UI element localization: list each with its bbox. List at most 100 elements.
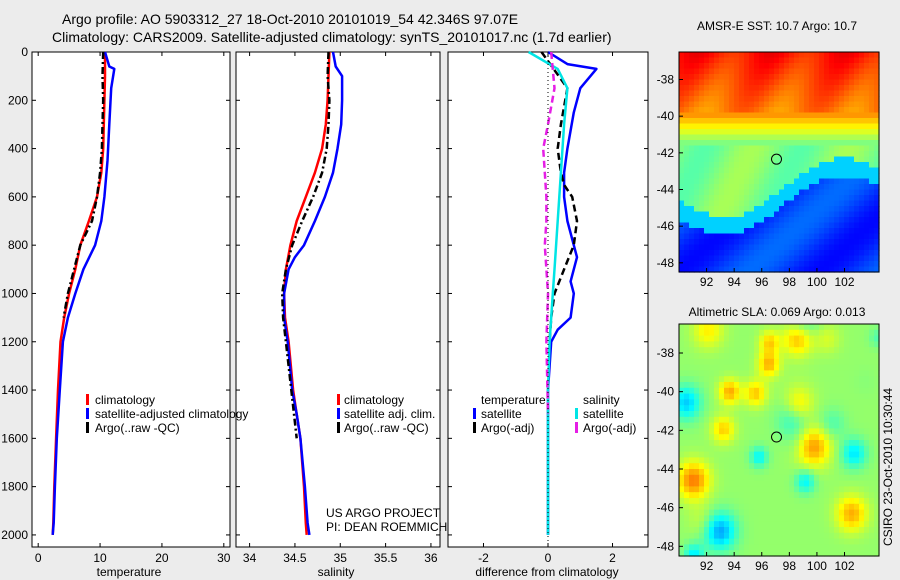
map-cell — [854, 324, 860, 330]
map-cell — [864, 388, 870, 394]
map-cell — [829, 347, 835, 353]
map-cell — [729, 446, 735, 452]
map-cell — [684, 195, 690, 201]
map-cell — [754, 510, 760, 516]
map-cell — [854, 486, 860, 492]
map-cell — [774, 539, 780, 545]
map-cell — [699, 440, 705, 446]
map-cell — [859, 151, 865, 157]
map-cell — [789, 515, 795, 521]
map-cell — [834, 504, 840, 510]
map-cell — [789, 330, 795, 336]
map-cell — [744, 256, 750, 262]
map-cell — [704, 469, 710, 475]
map-cell — [819, 63, 825, 69]
map-cell — [764, 434, 770, 440]
map-cell — [679, 434, 685, 440]
map-cell — [769, 195, 775, 201]
map-cell — [779, 173, 785, 179]
map-cell — [759, 382, 765, 388]
map-cell — [724, 341, 730, 347]
map-cell — [789, 469, 795, 475]
map-cell — [854, 52, 860, 58]
map-cell — [759, 359, 765, 365]
map-cell — [844, 201, 850, 207]
map-cell — [869, 261, 875, 267]
map-cell — [744, 428, 750, 434]
map-cell — [844, 223, 850, 229]
map-cell — [834, 336, 840, 342]
map-cell — [859, 173, 865, 179]
map-cell — [769, 63, 775, 69]
map-cell — [679, 102, 685, 108]
map-cell — [819, 510, 825, 516]
map-cell — [854, 515, 860, 521]
map-cell — [679, 423, 685, 429]
map-cell — [834, 446, 840, 452]
map-cell — [739, 228, 745, 234]
map-cell — [814, 411, 820, 417]
map-cell — [754, 370, 760, 376]
map-cell — [769, 411, 775, 417]
map-cell — [714, 228, 720, 234]
map-cell — [729, 336, 735, 342]
map-cell — [804, 417, 810, 423]
map-cell — [759, 417, 765, 423]
map-cell — [759, 140, 765, 146]
map-cell — [854, 399, 860, 405]
map-cell — [724, 336, 730, 342]
map-cell — [844, 411, 850, 417]
map-cell — [764, 498, 770, 504]
map-cell — [849, 261, 855, 267]
map-cell — [729, 206, 735, 212]
map-cell — [794, 173, 800, 179]
map-cell — [754, 58, 760, 64]
map-cell — [699, 124, 705, 130]
map-cell — [804, 234, 810, 240]
map-cell — [819, 457, 825, 463]
map-cell — [774, 107, 780, 113]
map-cell — [699, 107, 705, 113]
map-cell — [809, 475, 815, 481]
map-cell — [784, 446, 790, 452]
map-cell — [799, 370, 805, 376]
map-cell — [784, 129, 790, 135]
map-cell — [849, 365, 855, 371]
map-cell — [819, 394, 825, 400]
map-cell — [839, 69, 845, 75]
map-cell — [759, 74, 765, 80]
map-cell — [864, 212, 870, 218]
map-cell — [799, 440, 805, 446]
map-cell — [809, 212, 815, 218]
map-cell — [769, 168, 775, 174]
map-cell — [839, 504, 845, 510]
map-cell — [709, 250, 715, 256]
map-cell — [844, 146, 850, 152]
map-cell — [809, 324, 815, 330]
map-cell — [864, 394, 870, 400]
map-cell — [794, 469, 800, 475]
map-cell — [704, 135, 710, 141]
map-cell — [859, 113, 865, 119]
map-cell — [794, 234, 800, 240]
map-cell — [759, 498, 765, 504]
map-cell — [709, 521, 715, 527]
map-cell — [684, 113, 690, 119]
map-cell — [689, 434, 695, 440]
map-cell — [829, 388, 835, 394]
map-cell — [794, 85, 800, 91]
map-cell — [684, 452, 690, 458]
map-cell — [764, 228, 770, 234]
map-cell — [814, 173, 820, 179]
map-cell — [814, 405, 820, 411]
map-cell — [779, 382, 785, 388]
map-cell — [739, 223, 745, 229]
map-cell — [814, 446, 820, 452]
map-cell — [694, 544, 700, 550]
map-cell — [754, 118, 760, 124]
map-cell — [689, 250, 695, 256]
map-cell — [719, 370, 725, 376]
map-cell — [844, 74, 850, 80]
map-cell — [819, 135, 825, 141]
map-cell — [829, 394, 835, 400]
